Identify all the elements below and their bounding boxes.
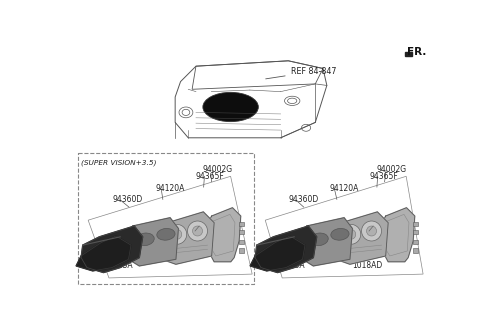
Bar xyxy=(413,230,418,234)
Text: 94002G: 94002G xyxy=(377,165,407,174)
Bar xyxy=(413,240,418,244)
Polygon shape xyxy=(126,218,179,266)
Polygon shape xyxy=(300,218,352,266)
Text: 94360D: 94360D xyxy=(113,195,143,204)
Circle shape xyxy=(367,226,376,236)
Text: 94363A: 94363A xyxy=(104,261,133,270)
Ellipse shape xyxy=(203,92,258,122)
Text: 94363A: 94363A xyxy=(275,261,305,270)
Ellipse shape xyxy=(310,233,328,246)
Ellipse shape xyxy=(157,229,175,240)
Text: FR.: FR. xyxy=(407,47,426,57)
Bar xyxy=(413,222,418,226)
Polygon shape xyxy=(250,236,305,271)
Bar xyxy=(413,249,418,253)
Circle shape xyxy=(167,224,187,244)
Bar xyxy=(239,249,244,253)
Bar xyxy=(239,240,244,244)
Ellipse shape xyxy=(136,233,154,246)
Polygon shape xyxy=(332,212,388,264)
Text: 94360D: 94360D xyxy=(288,195,319,204)
Ellipse shape xyxy=(331,229,349,240)
Bar xyxy=(239,222,244,226)
Circle shape xyxy=(192,226,203,236)
Text: (SUPER VISION+3.5): (SUPER VISION+3.5) xyxy=(81,159,156,166)
Text: 94002G: 94002G xyxy=(202,165,232,174)
Polygon shape xyxy=(81,226,143,273)
Text: 94120A: 94120A xyxy=(329,184,359,193)
Text: 94120A: 94120A xyxy=(156,184,185,193)
Polygon shape xyxy=(406,52,411,56)
Text: 94365F: 94365F xyxy=(369,172,398,181)
Text: 94365F: 94365F xyxy=(196,172,225,181)
Polygon shape xyxy=(205,208,241,262)
Text: 1018AD: 1018AD xyxy=(352,261,383,270)
Circle shape xyxy=(361,221,382,241)
Polygon shape xyxy=(76,236,131,271)
Text: REF 84-847: REF 84-847 xyxy=(266,67,336,79)
Polygon shape xyxy=(379,208,415,262)
Circle shape xyxy=(341,224,361,244)
Polygon shape xyxy=(255,226,317,273)
Bar xyxy=(239,230,244,234)
Circle shape xyxy=(188,221,207,241)
Polygon shape xyxy=(157,212,214,264)
Circle shape xyxy=(172,229,182,239)
Circle shape xyxy=(346,229,356,239)
